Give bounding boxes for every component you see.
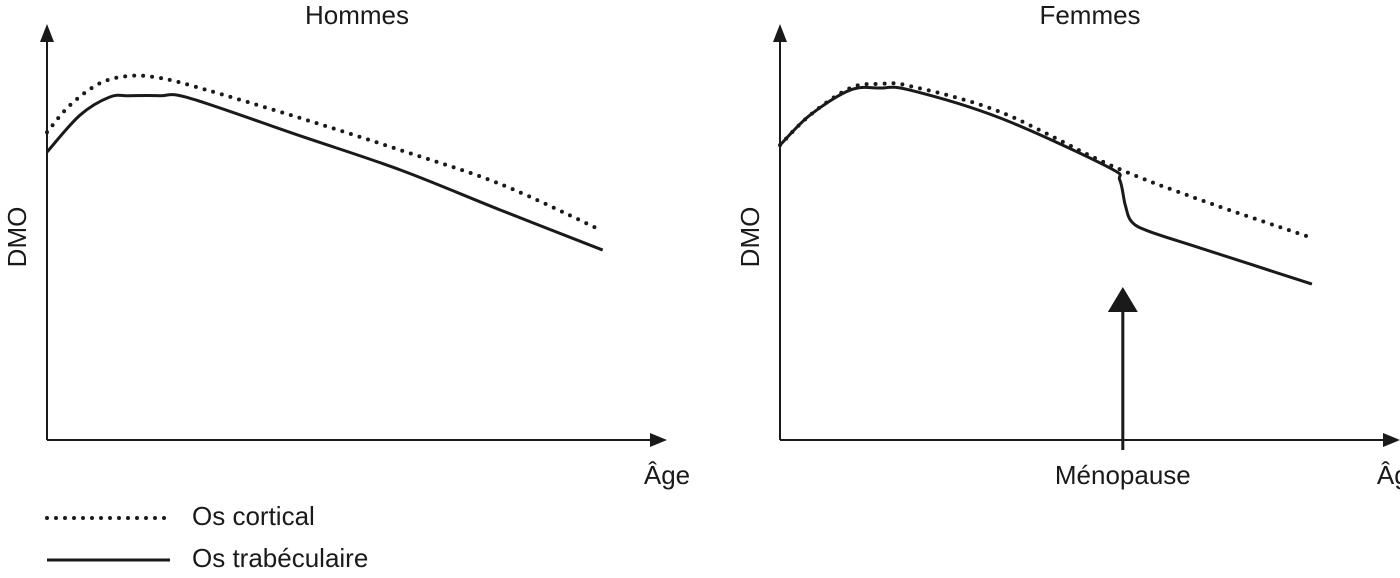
annotation-label: Ménopause bbox=[1055, 460, 1191, 490]
chart-title: Hommes bbox=[305, 0, 409, 30]
y-axis-label: DMO bbox=[735, 207, 765, 268]
y-axis-label: DMO bbox=[2, 207, 32, 268]
legend-label: Os cortical bbox=[192, 501, 315, 531]
data-line bbox=[45, 73, 603, 232]
x-axis-label: Âge bbox=[644, 460, 690, 490]
x-axis-arrow bbox=[1383, 433, 1400, 447]
y-axis-arrow bbox=[773, 24, 787, 42]
chart-title: Femmes bbox=[1039, 0, 1140, 30]
data-line bbox=[45, 93, 604, 252]
data-line bbox=[778, 81, 1314, 240]
data-line bbox=[778, 85, 1313, 286]
x-axis-arrow bbox=[650, 433, 667, 447]
x-axis-label: Âge bbox=[1377, 460, 1400, 490]
y-axis-arrow bbox=[40, 24, 54, 42]
legend-label: Os trabéculaire bbox=[192, 543, 368, 573]
annotation-arrowhead bbox=[1107, 287, 1138, 312]
